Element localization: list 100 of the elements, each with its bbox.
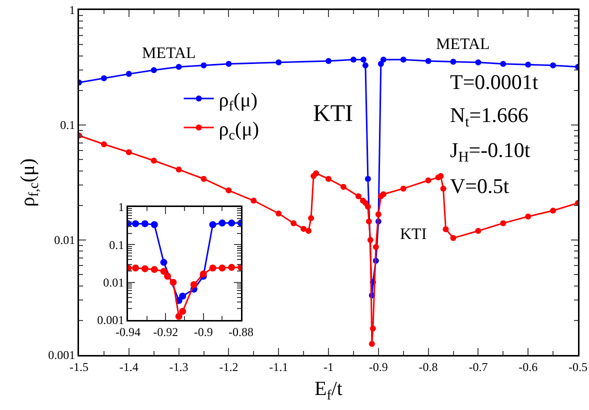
point (340, 184, 346, 190)
x-axis-title: E$_{f}$/t (314, 378, 343, 404)
x-tick-label: -1.5 (70, 360, 88, 374)
point (360, 56, 366, 63)
point (368, 340, 375, 347)
point (425, 58, 432, 64)
point (362, 62, 368, 68)
point (100, 141, 107, 148)
point (400, 56, 406, 63)
point (425, 177, 432, 184)
x-tick-label: -1.3 (169, 360, 188, 374)
y-tick-label: 0.001 (48, 348, 76, 362)
point (276, 59, 282, 66)
x-tick-label: -0.5 (568, 360, 588, 374)
x-tick-label: -1 (324, 360, 334, 374)
point (141, 265, 148, 272)
point (179, 308, 186, 315)
point (440, 186, 446, 192)
point (364, 204, 371, 210)
y-tick-label: 0.1 (60, 118, 76, 132)
point (475, 228, 482, 234)
annotation: N$_{t}$=1.666 (450, 103, 528, 130)
point (500, 220, 506, 226)
x-tick-label: -0.9 (194, 324, 213, 339)
point (209, 221, 216, 228)
y-tick-label: 1 (69, 3, 76, 18)
point (190, 281, 198, 288)
point (126, 70, 132, 77)
x-tick-label: -1.1 (269, 360, 288, 374)
x-tick-label: -1.2 (219, 360, 238, 374)
point (228, 264, 236, 271)
point (200, 270, 207, 278)
point (100, 75, 107, 82)
point (475, 59, 482, 66)
point (175, 312, 182, 320)
annotation: V=0.5t (450, 174, 510, 198)
annotation: KTI (313, 101, 353, 127)
point (350, 56, 356, 63)
point (150, 266, 158, 273)
y-tick-label: 0.1 (109, 238, 124, 252)
x-tick-label: -0.8 (418, 360, 438, 374)
annotation: T=0.0001t (450, 70, 538, 94)
point (375, 211, 382, 218)
point (132, 264, 140, 272)
legend-label: ρ$_{f}$(μ) (218, 89, 258, 114)
point (367, 237, 374, 243)
point (179, 292, 186, 300)
x-tick-label: -0.94 (116, 324, 140, 339)
y-tick-label: 1 (118, 200, 124, 214)
point (228, 220, 236, 227)
legend-label: ρ$_{c}$(μ) (218, 118, 260, 144)
point (380, 56, 386, 63)
x-tick-label: -0.7 (468, 360, 488, 374)
point (313, 170, 320, 176)
point (372, 244, 379, 250)
x-tick-label: -0.88 (228, 324, 254, 339)
point (442, 226, 449, 232)
point (366, 218, 372, 224)
point (226, 187, 232, 194)
point (290, 220, 297, 226)
point (226, 60, 232, 67)
point (525, 62, 532, 68)
point (300, 226, 307, 232)
point (160, 268, 168, 275)
x-tick-label: -0.6 (518, 360, 538, 374)
point (276, 210, 282, 216)
point (450, 58, 456, 65)
point (326, 58, 332, 64)
point (525, 214, 532, 220)
annotation: METAL (436, 36, 490, 53)
point (200, 62, 207, 68)
point (150, 158, 157, 164)
x-tick-label: -1.4 (119, 360, 138, 374)
point (176, 64, 182, 70)
point (550, 208, 556, 214)
point (132, 220, 140, 228)
point (250, 198, 257, 204)
point (364, 176, 371, 182)
point (306, 228, 312, 234)
y-tick-label: 0.001 (97, 313, 124, 328)
point (308, 215, 314, 222)
y-tick-label: 0.01 (54, 233, 76, 248)
point (200, 176, 207, 182)
point (218, 264, 226, 272)
point (150, 221, 158, 228)
point (126, 149, 132, 156)
point (170, 278, 177, 286)
point (160, 258, 168, 266)
point (370, 326, 376, 332)
point (355, 193, 362, 200)
y-tick-label: 0.01 (103, 276, 124, 290)
point (326, 176, 332, 182)
annotation: J$_{H}$=-0.10t (450, 138, 530, 166)
point (209, 264, 216, 272)
x-tick-label: -0.9 (368, 360, 388, 374)
point (150, 67, 157, 74)
point (438, 173, 444, 180)
point (141, 220, 148, 228)
point (176, 166, 182, 173)
point (500, 60, 506, 67)
